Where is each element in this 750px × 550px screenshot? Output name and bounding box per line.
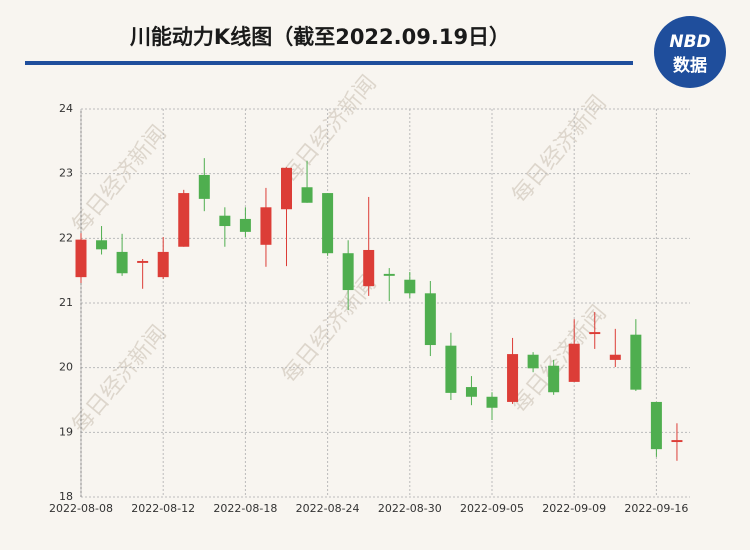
candle-body (281, 167, 292, 210)
candle-body (589, 332, 601, 335)
x-tick-label: 2022-09-16 (624, 502, 688, 515)
y-tick-label: 24 (59, 102, 73, 115)
logo (654, 16, 726, 88)
y-tick-label: 18 (59, 490, 73, 503)
x-tick-label: 2022-08-12 (131, 502, 195, 515)
x-tick-label: 2022-09-09 (542, 502, 606, 515)
y-tick-label: 23 (59, 167, 73, 180)
logo-top: NBD (669, 32, 710, 52)
candle-body (671, 440, 683, 443)
candle-body (178, 193, 190, 247)
candle-body (198, 174, 210, 199)
x-tick-label: 2022-08-18 (213, 502, 277, 515)
candle-body (527, 354, 539, 369)
y-tick-label: 19 (59, 425, 73, 438)
x-tick-label: 2022-09-05 (460, 502, 524, 515)
y-tick-label: 21 (59, 296, 73, 309)
candle-body (486, 396, 498, 408)
candle-body (363, 249, 375, 287)
candle-body (342, 253, 354, 291)
candle-body (137, 260, 149, 263)
y-tick-label: 22 (59, 231, 73, 244)
candle-body (96, 240, 108, 250)
candle-body (239, 218, 251, 232)
candle-body (465, 387, 477, 397)
logo-bottom: 数据 (673, 55, 707, 76)
title-rule (25, 61, 633, 65)
candle-body (157, 251, 169, 278)
candle-body (301, 187, 313, 203)
candle-body (383, 273, 395, 276)
candle-body (116, 251, 128, 274)
candle-body (260, 207, 272, 245)
candle-body (424, 293, 436, 346)
candle-body (507, 354, 519, 402)
chart-title: 川能动力K线图（截至2022.09.19日） (129, 25, 510, 49)
candle-body (609, 354, 621, 360)
candle-body (630, 334, 642, 390)
y-tick-label: 20 (59, 361, 73, 374)
candle-body (568, 343, 580, 382)
candle-body (445, 345, 457, 393)
x-tick-label: 2022-08-30 (378, 502, 442, 515)
x-tick-label: 2022-08-24 (296, 502, 360, 515)
candle-body (219, 215, 231, 227)
x-tick-label: 2022-08-08 (49, 502, 113, 515)
candle-body (75, 239, 87, 278)
candle-body (548, 365, 560, 393)
candle-body (650, 401, 662, 450)
candle-body (322, 193, 334, 254)
candle-body (404, 279, 416, 294)
